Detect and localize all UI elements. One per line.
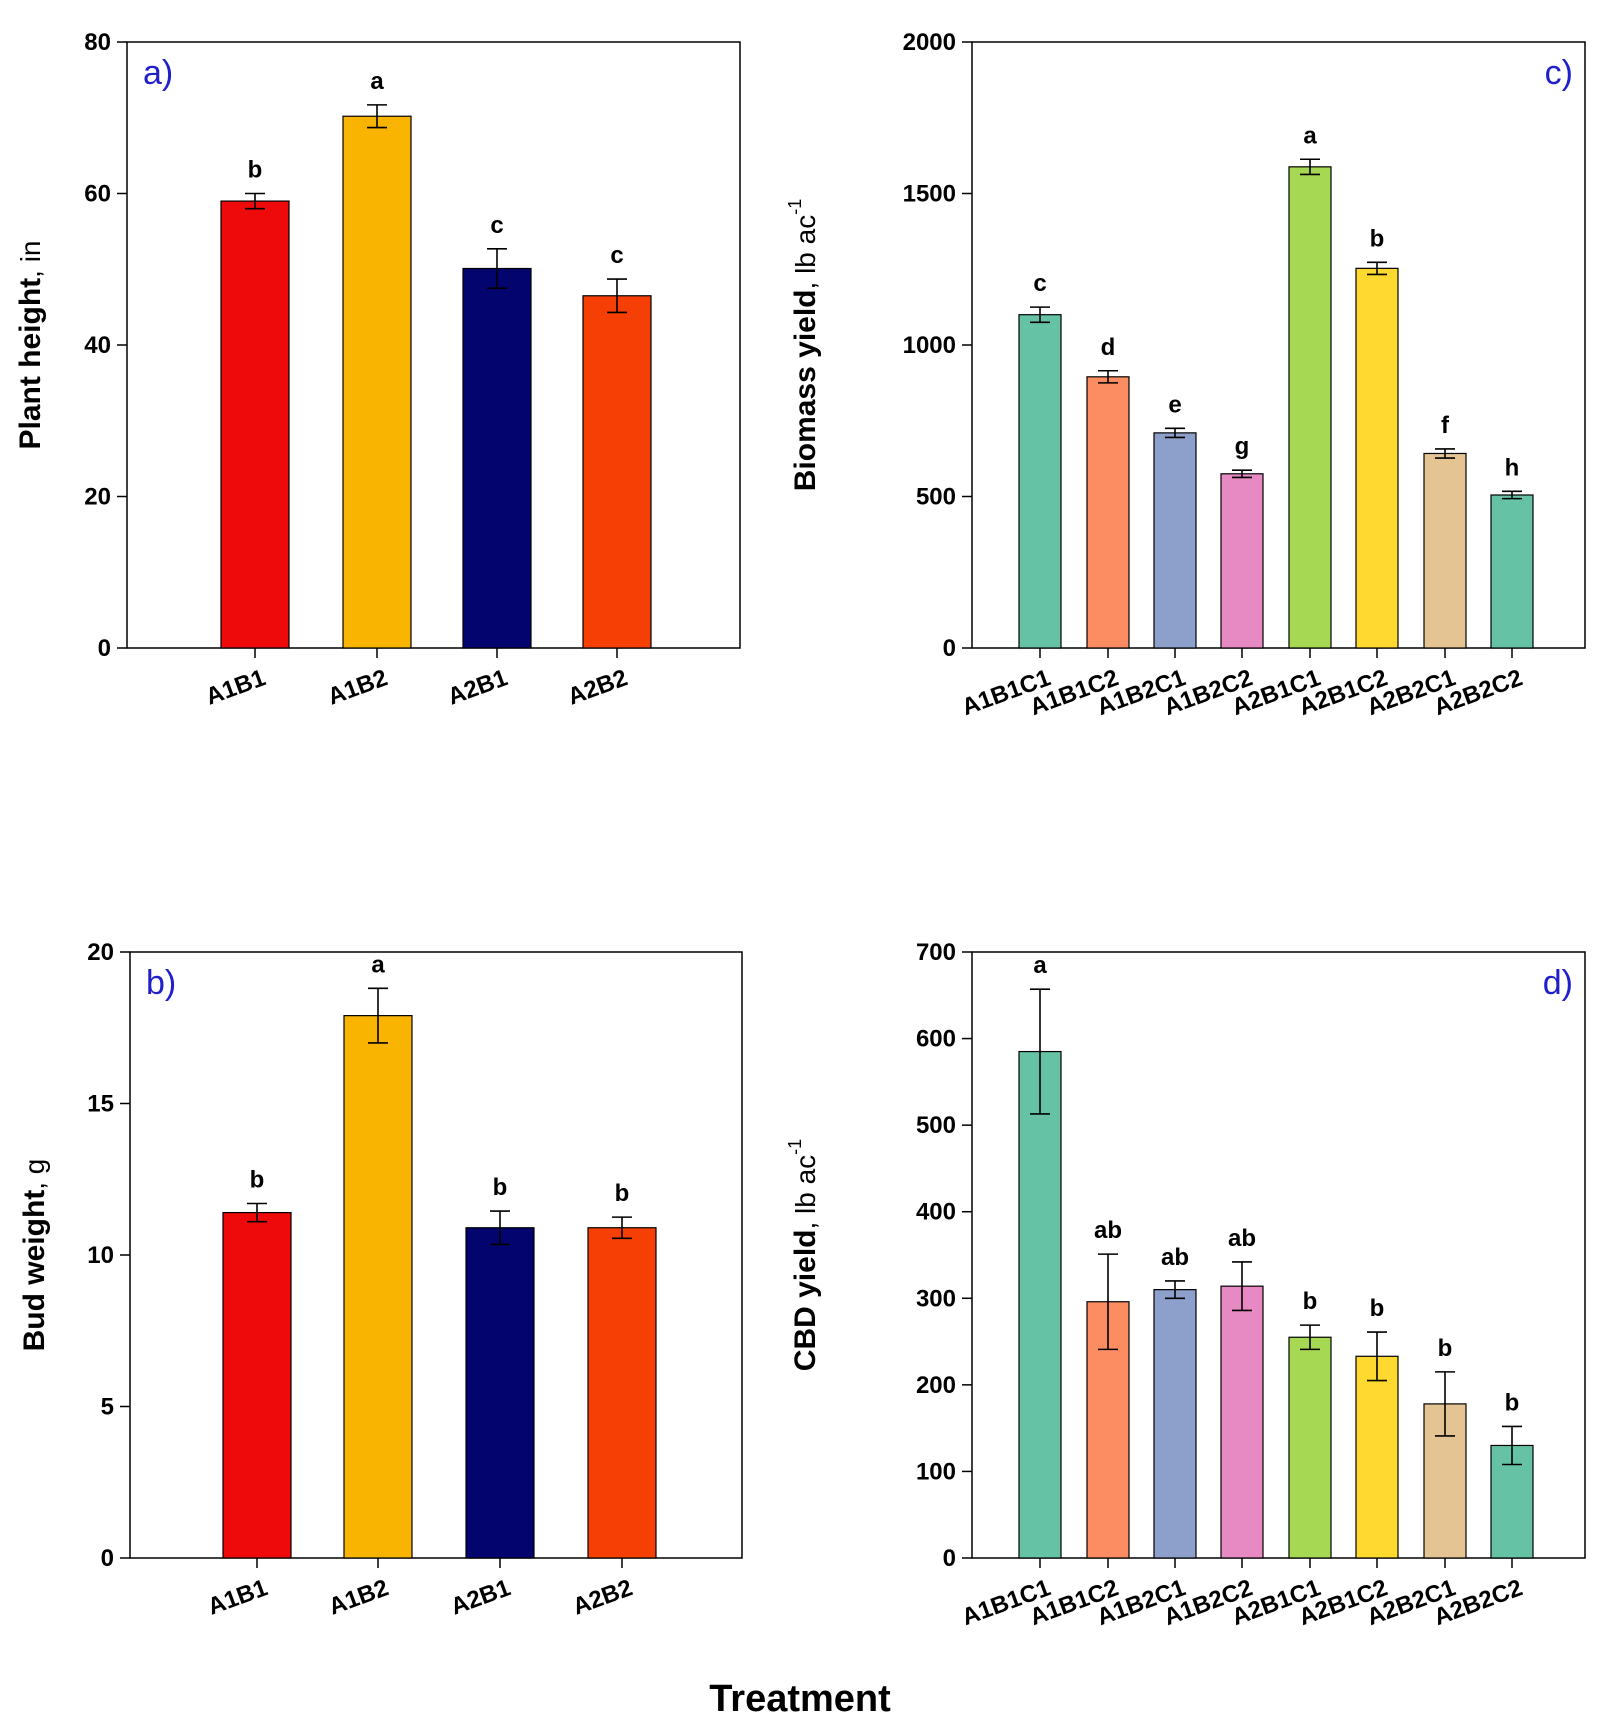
significance-letter: ab (1228, 1225, 1256, 1252)
y-tick-label: 1000 (903, 332, 956, 359)
bar-a2b1 (465, 1227, 535, 1559)
significance-letter: d (1101, 334, 1116, 361)
bar-a1b2 (343, 1015, 413, 1559)
y-tick-label: 20 (87, 939, 114, 966)
y-tick-label: 600 (916, 1026, 956, 1053)
chart-panel-b: 0 5 10 15 20 b A1B1 a A1B2 b A2B1 b A2B2 Bud weight, … (18, 939, 743, 1621)
bar-a2b1c1 (1288, 1336, 1332, 1559)
y-tick-label: 500 (916, 1112, 956, 1139)
y-tick-label: 20 (84, 484, 111, 511)
significance-letter: b (1505, 1389, 1520, 1416)
y-axis-label-a: Plant height, in (14, 240, 47, 449)
bar-a2b1c2 (1355, 267, 1399, 649)
bar-a1b2c1 (1153, 432, 1197, 649)
chart-panel-c: 0500100015002000cA1B1C1dA1B1C2eA1B2C1gA1… (785, 29, 1586, 721)
bar-a2b1c1 (1288, 166, 1332, 649)
panel-label-c: c) (1545, 54, 1573, 92)
y-tick-label: 15 (87, 1091, 114, 1118)
x-category-label: A1B1 (202, 664, 269, 710)
bar-a1b1 (222, 1211, 292, 1559)
significance-letter: b (1370, 1295, 1385, 1322)
x-category-label: A2B2 (564, 664, 631, 710)
y-tick-label: 300 (916, 1285, 956, 1312)
significance-letter: f (1441, 412, 1450, 439)
y-tick-label: 0 (101, 1545, 114, 1572)
bar-a2b1c2 (1355, 1355, 1399, 1559)
bar-a2b2c2 (1490, 494, 1534, 649)
significance-letter: ab (1094, 1217, 1122, 1244)
y-tick-label: 0 (943, 635, 956, 662)
y-tick-label: 80 (84, 29, 111, 56)
y-tick-label: 100 (916, 1458, 956, 1485)
y-tick-label: 500 (916, 484, 956, 511)
significance-letter: b (248, 157, 263, 184)
x-category-label: A2B2 (569, 1574, 636, 1620)
significance-letter: a (371, 951, 385, 978)
panel-label-b: b) (146, 964, 176, 1002)
y-tick-label: 400 (916, 1199, 956, 1226)
significance-letter: c (490, 212, 503, 239)
significance-letter: h (1505, 454, 1520, 481)
significance-letter: b (615, 1180, 630, 1207)
significance-letter: c (610, 242, 623, 269)
y-tick-label: 0 (943, 1545, 956, 1572)
y-tick-label: 5 (101, 1394, 114, 1421)
bar-a1b2 (342, 115, 412, 649)
y-tick-label: 40 (84, 332, 111, 359)
bar-a1b2c1 (1153, 1289, 1197, 1559)
y-tick-label: 0 (98, 635, 111, 662)
x-category-label: A2B1 (447, 1574, 514, 1620)
significance-letter: e (1168, 391, 1181, 418)
panel-label-a: a) (143, 54, 173, 92)
significance-letter: b (1370, 225, 1385, 252)
panel-label-d: d) (1543, 964, 1573, 1002)
bar-a2b2 (587, 1227, 657, 1559)
chart-panel-a: 0 20 40 60 80 b A1B1 a A1B2 c A2B1 c A2B2 Plant heigh… (14, 29, 741, 711)
significance-letter: b (1438, 1335, 1453, 1362)
y-axis-label-c: Biomass yield, lb ac-1 (785, 199, 822, 491)
y-tick-label: 2000 (903, 29, 956, 56)
significance-letter: g (1235, 433, 1250, 460)
x-category-label: A1B1 (204, 1574, 271, 1620)
y-axis-label-d: CBD yield, lb ac-1 (785, 1139, 822, 1371)
plot-frame-d (971, 951, 1586, 1559)
bar-a1b1c1 (1018, 1050, 1062, 1559)
bar-a1b1 (220, 200, 290, 649)
significance-letter: c (1033, 270, 1046, 297)
significance-letter: a (370, 68, 384, 95)
x-category-label: A1B2 (324, 664, 391, 710)
y-tick-label: 10 (87, 1242, 114, 1269)
significance-letter: b (493, 1174, 508, 1201)
y-tick-label: 60 (84, 181, 111, 208)
common-x-axis-label: Treatment (709, 1678, 891, 1720)
bar-a2b2c1 (1423, 452, 1467, 649)
significance-letter: b (250, 1166, 265, 1193)
x-category-label: A1B2 (325, 1574, 392, 1620)
bar-a1b2c2 (1220, 473, 1264, 649)
y-axis-label-b: Bud weight, g (18, 1159, 51, 1352)
significance-letter: ab (1161, 1244, 1189, 1271)
bar-a1b1c1 (1018, 314, 1062, 649)
significance-letter: a (1033, 952, 1047, 979)
y-tick-label: 1500 (903, 181, 956, 208)
bar-a1b1c2 (1086, 376, 1130, 649)
bar-a2b1 (462, 267, 532, 649)
bar-a1b2c2 (1220, 1285, 1264, 1559)
bar-a2b2 (582, 295, 652, 649)
x-category-label: A2B1 (444, 664, 511, 710)
y-tick-label: 200 (916, 1372, 956, 1399)
y-tick-label: 700 (916, 939, 956, 966)
significance-letter: b (1303, 1288, 1318, 1315)
significance-letter: a (1303, 122, 1317, 149)
